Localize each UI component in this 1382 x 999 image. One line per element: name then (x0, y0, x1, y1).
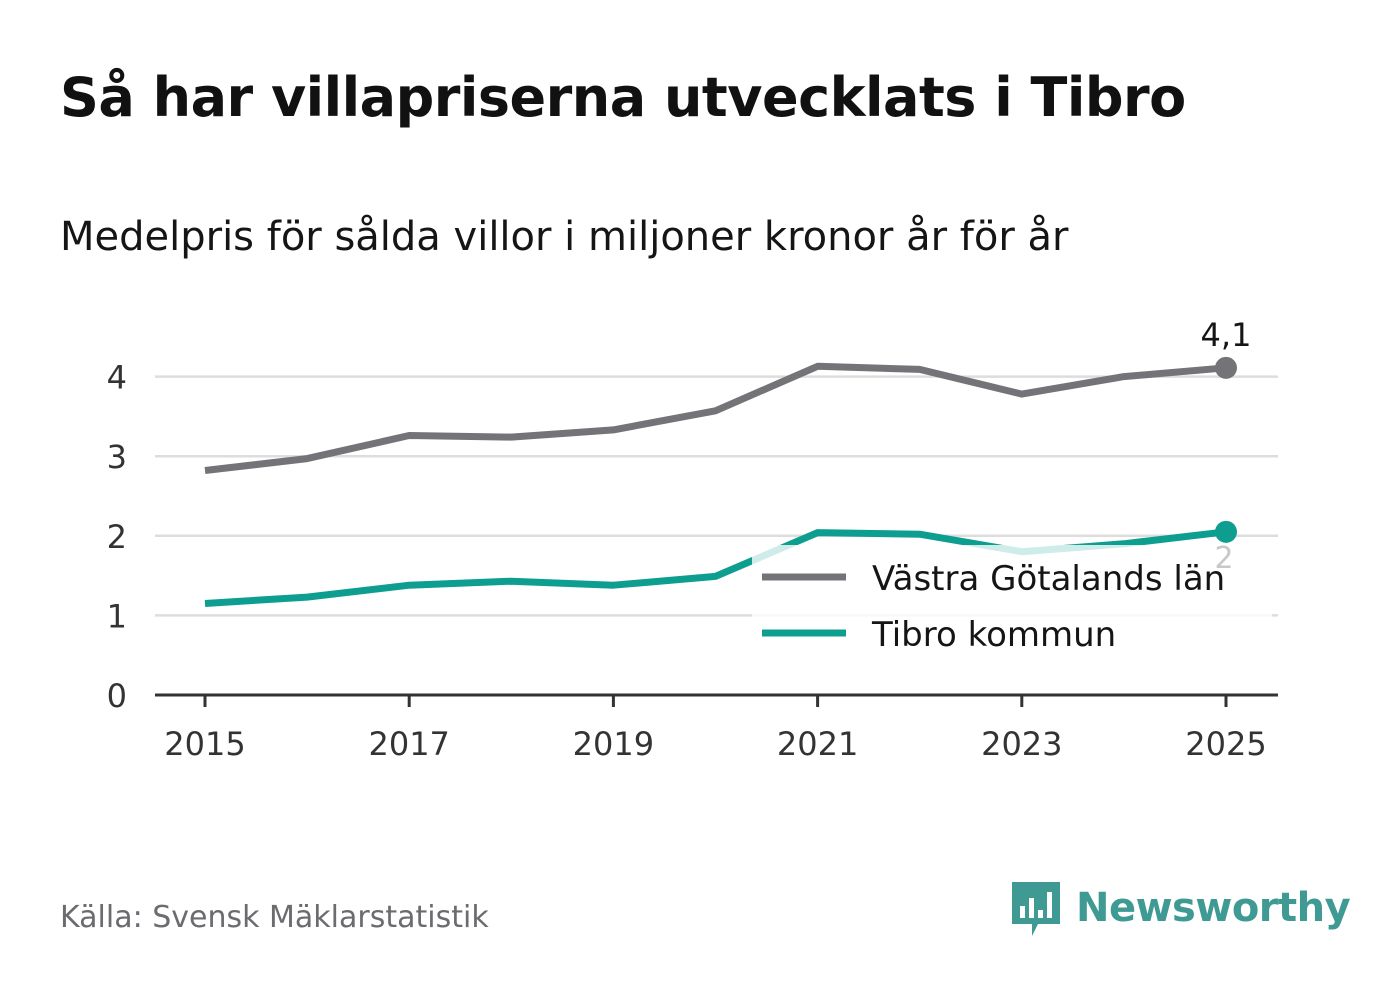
series-end-point (1215, 520, 1237, 543)
y-tick-label: 4 (107, 359, 127, 397)
chart-title: Så har villapriserna utvecklats i Tibro (60, 66, 1186, 129)
x-tick-label: 2015 (164, 725, 245, 763)
series-end-point (1215, 356, 1237, 379)
y-tick-label: 0 (107, 677, 127, 715)
newsworthy-chart-icon (1012, 882, 1060, 936)
newsworthy-logo: Newsworthy (1010, 878, 1351, 938)
series-line (204, 362, 1227, 474)
legend-label-tibro: Tibro kommun (871, 615, 1116, 655)
legend-background (752, 545, 1272, 667)
x-tick-label: 2025 (1185, 725, 1266, 763)
legend-label-vastra: Västra Götalands län (872, 559, 1225, 599)
source-note: Källa: Svensk Mäklarstatistik (60, 900, 489, 935)
y-tick-label: 3 (107, 438, 127, 476)
y-tick-label: 1 (107, 597, 127, 635)
brand-name: Newsworthy (1076, 885, 1351, 931)
end-label-tibro: 2 (1214, 541, 1233, 576)
y-tick-label: 2 (107, 518, 127, 556)
x-tick-label: 2019 (573, 725, 654, 763)
end-labels: 4,12 (1201, 316, 1252, 576)
x-axis: 2015 2017 2019 2021 2023 2025 (155, 693, 1278, 763)
chart-subtitle: Medelpris för sålda villor i miljoner kr… (60, 214, 1069, 260)
legend: Västra Götalands län Tibro kommun (752, 545, 1272, 667)
x-tick-label: 2023 (981, 725, 1062, 763)
end-label-vastra: 4,1 (1201, 316, 1252, 354)
x-tick-label: 2021 (777, 725, 858, 763)
x-tick-label: 2017 (368, 725, 449, 763)
